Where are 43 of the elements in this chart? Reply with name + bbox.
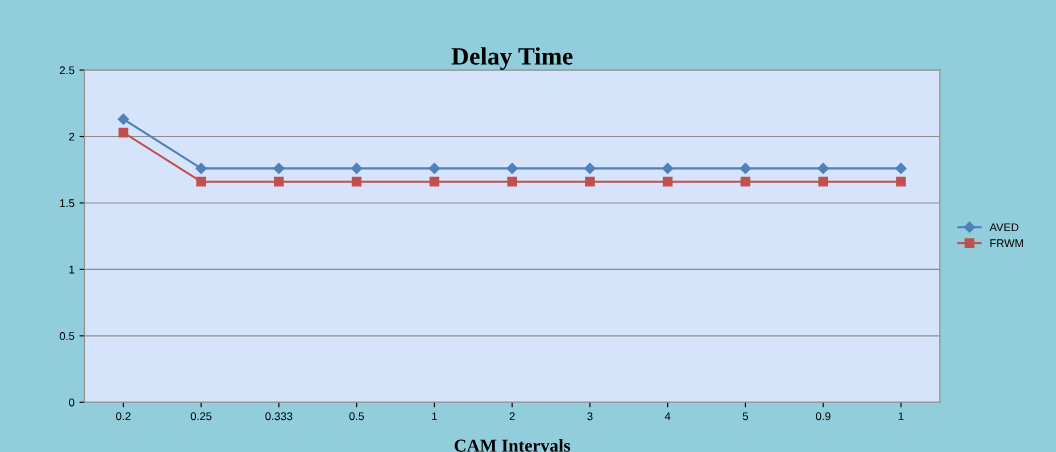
point (351, 176, 362, 187)
x-tick-label: 3 (587, 412, 593, 421)
chart-title: Delay Time (451, 47, 573, 70)
legend-label: FRWM (990, 239, 1023, 247)
y-tick-label: 1.5 (60, 199, 75, 208)
y-tick-label: 2 (69, 132, 75, 141)
point (818, 176, 829, 187)
point (506, 162, 518, 175)
point (274, 176, 284, 187)
point (118, 127, 129, 138)
point (662, 176, 673, 187)
y-tick-label: 0.5 (59, 332, 75, 340)
point (895, 162, 907, 175)
x-tick-label: 0.333 (265, 412, 293, 421)
x-tick-label: 5 (742, 412, 749, 421)
y-tick-label: 2.5 (59, 66, 75, 75)
point (896, 176, 906, 187)
legend-label: AVED (989, 223, 1019, 232)
point (196, 176, 206, 187)
point (740, 176, 751, 187)
point (585, 176, 595, 187)
point (507, 176, 518, 187)
point (584, 162, 596, 175)
x-axis-title: CAM Intervals (454, 439, 571, 452)
y-tick-label: 0 (69, 398, 75, 407)
x-tick-label: 0.25 (190, 412, 212, 421)
point (273, 162, 285, 175)
point (428, 162, 441, 175)
x-tick-label: 1 (432, 412, 437, 421)
point (817, 162, 829, 175)
x-tick-label: 0.5 (349, 412, 364, 421)
y-tick-label: 1 (69, 265, 75, 274)
point (739, 162, 752, 175)
x-tick-label: 4 (664, 412, 671, 421)
point (662, 162, 674, 175)
point (351, 162, 363, 175)
point (195, 162, 207, 175)
point (117, 113, 129, 125)
x-tick-label: 0.2 (116, 412, 131, 421)
x-tick-label: 1 (898, 412, 904, 421)
x-tick-label: 2 (509, 412, 515, 421)
x-tick-label: 0.9 (815, 412, 831, 421)
point (429, 176, 440, 187)
